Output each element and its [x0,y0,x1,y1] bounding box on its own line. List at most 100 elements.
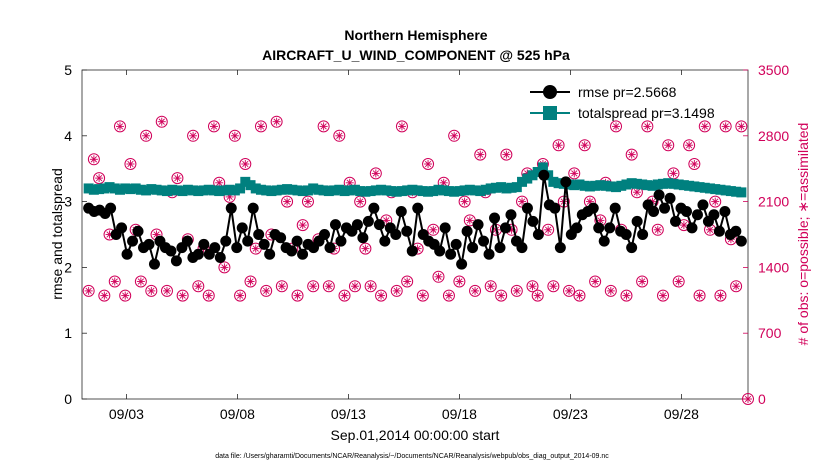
totalspread-point [720,185,731,196]
obs-possible-marker [625,148,638,161]
totalspread-point [673,179,684,190]
obs-assimilated-marker [455,277,464,286]
rmse-point [412,202,424,214]
obs-assimilated-marker [361,244,370,253]
totalspread-point [339,186,350,197]
y-left-tick-label: 5 [64,62,72,78]
rmse-point [291,235,303,247]
obs-possible-marker [641,120,654,133]
obs-possible-marker [113,120,126,133]
obs-possible-marker [657,289,670,302]
rmse-point [357,232,369,244]
rmse-point [275,232,287,244]
obs-star-stroke [95,174,103,182]
totalspread-point [172,185,183,196]
obs-assimilated-marker [659,291,668,300]
totalspread-point [120,183,131,194]
obs-possible-marker [672,275,685,288]
rmse-point [521,202,533,214]
rmse-point [390,229,402,240]
totalspread-point [224,184,235,195]
obs-assimilated-marker [596,216,605,225]
rmse-point [483,248,495,260]
obs-possible-marker [82,284,95,297]
obs-assimilated-marker [711,197,720,206]
rmse-point [121,248,133,260]
totalspread-point [109,183,120,194]
rmse-point [713,225,725,237]
obs-star-stroke [435,273,442,280]
rmse-point [478,235,490,247]
x-tick-label: 09/23 [553,406,588,422]
totalspread-point [699,182,710,193]
rmse-point [494,242,506,254]
obs-star-stroke [90,156,98,163]
obs-assimilated-marker [309,282,318,291]
totalspread-point [454,186,465,197]
obs-possible-marker [87,153,100,166]
obs-star-stroke [628,151,635,158]
obs-star-stroke [487,283,494,290]
totalspread-point [104,182,115,193]
obs-star-stroke [498,292,505,299]
obs-assimilated-marker [157,117,166,126]
obs-star-stroke [257,123,265,130]
obs-star-stroke [189,132,197,139]
totalspread-point [88,184,99,195]
totalspread-point [517,176,528,187]
totalspread-point [402,185,413,196]
obs-star-stroke [581,142,588,149]
totalspread-point [553,178,564,189]
obs-assimilated-marker [591,277,600,286]
obs-star-stroke [174,174,181,182]
rmse-point [373,219,385,231]
totalspread-point [229,185,240,196]
totalspread-point [621,179,632,190]
totalspread-point [590,180,601,191]
totalspread-point [355,186,366,197]
y-right-tick-label: 3500 [758,62,789,78]
totalspread-point [496,182,507,193]
obs-star-stroke [571,170,578,177]
rmse-point [127,235,139,247]
obs-assimilated-marker [627,150,636,159]
obs-star-stroke [299,221,306,229]
totalspread-point [161,186,172,197]
totalspread-point [114,184,125,195]
obs-star-stroke [466,217,473,224]
obs-possible-marker [275,280,288,293]
obs-assimilated-marker [230,131,239,140]
obs-star-stroke [456,278,463,285]
rmse-point [604,222,616,234]
totalspread-point [600,180,611,191]
rmse-point [680,205,692,217]
obs-possible-marker [573,289,586,302]
rmse-point [209,242,221,254]
totalspread-point [208,185,219,196]
obs-star-stroke [137,278,145,285]
obs-star-stroke [722,123,729,130]
rmse-point [258,238,270,250]
obs-possible-marker [124,158,137,170]
obs-possible-marker [155,115,168,128]
obs-assimilated-marker [356,197,365,206]
obs-possible-marker [291,289,304,302]
rmse-point [505,209,517,221]
obs-assimilated-marker [679,221,688,230]
obs-assimilated-marker [418,291,427,300]
obs-star-stroke [111,278,118,285]
rmse-point [242,235,254,247]
totalspread-point [715,184,726,195]
y-axis-label: rmse and totalspread [49,168,65,300]
totalspread-point [125,184,136,195]
obs-star-stroke [738,123,745,130]
obs-star-stroke [320,123,327,130]
obs-assimilated-marker [397,122,406,131]
obs-star-stroke [424,160,432,168]
totalspread-point [156,185,167,196]
y-right-tick-label: 700 [758,325,782,341]
obs-assimilated-marker [737,122,746,131]
obs-star-stroke [122,292,129,299]
totalspread-point [193,186,204,197]
rmse-point [593,222,605,234]
